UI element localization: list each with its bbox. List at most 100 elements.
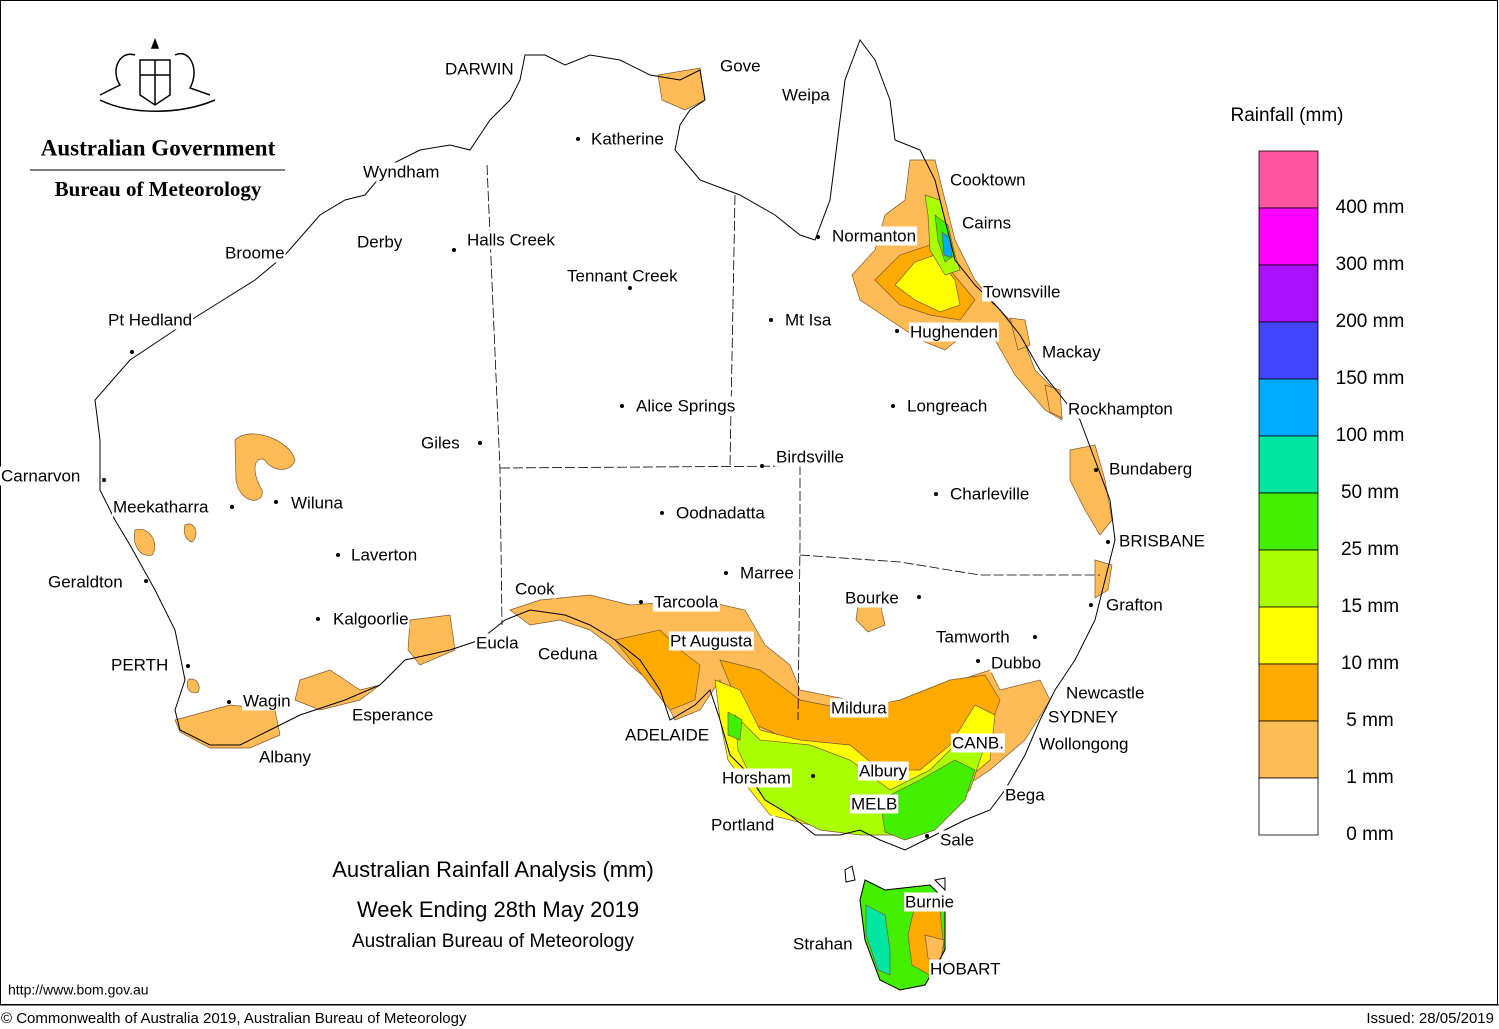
place-dot bbox=[976, 659, 980, 663]
place-label-bg bbox=[935, 627, 1011, 647]
place-label-bg bbox=[909, 322, 999, 342]
place-label: Birdsville bbox=[776, 447, 844, 466]
place-label-bg bbox=[792, 934, 854, 954]
place-label-bg bbox=[775, 447, 846, 467]
place-dot bbox=[227, 700, 231, 704]
legend-label: 100 mm bbox=[1336, 425, 1405, 446]
place-label-bg bbox=[466, 230, 557, 250]
place-label-bg bbox=[1038, 734, 1130, 754]
place-label: Tennant Creek bbox=[567, 266, 678, 285]
legend-swatch bbox=[1258, 378, 1319, 437]
place-label: Bundaberg bbox=[1109, 459, 1192, 478]
place-label-bg bbox=[850, 794, 899, 814]
legend-swatch bbox=[1258, 264, 1319, 323]
place-label: SYDNEY bbox=[1048, 707, 1118, 726]
place-label: Cook bbox=[515, 579, 555, 598]
place-label-bg bbox=[635, 396, 737, 416]
place-dot bbox=[478, 441, 482, 445]
place-dot bbox=[660, 511, 664, 515]
place-dot bbox=[1033, 635, 1037, 639]
place-dot bbox=[576, 137, 580, 141]
place-dot bbox=[144, 579, 148, 583]
place-label-bg bbox=[961, 213, 1013, 233]
place-label-bg bbox=[444, 59, 515, 79]
footer-copyright: © Commonwealth of Australia 2019, Austra… bbox=[1, 1010, 467, 1027]
place-label-bg bbox=[949, 170, 1027, 190]
map-subtitle: Week Ending 28th May 2019 bbox=[357, 897, 639, 922]
place-label: Horsham bbox=[722, 768, 791, 787]
place-label: Ceduna bbox=[538, 644, 598, 663]
place-label: Kalgoorlie bbox=[333, 609, 409, 628]
place-label: Strahan bbox=[793, 934, 853, 953]
legend-title: Rainfall (mm) bbox=[1231, 105, 1344, 126]
place-label-bg bbox=[107, 310, 194, 330]
place-label: Albury bbox=[859, 761, 908, 780]
legend-swatch bbox=[1258, 663, 1319, 722]
place-label: Mackay bbox=[1042, 342, 1101, 361]
place-label-bg bbox=[675, 503, 767, 523]
place-label: Katherine bbox=[591, 129, 664, 148]
place-label: Portland bbox=[711, 815, 774, 834]
place-label: Dubbo bbox=[991, 653, 1041, 672]
place-label: Bourke bbox=[845, 588, 899, 607]
place-label-bg bbox=[258, 747, 313, 767]
place-dot bbox=[1106, 540, 1110, 544]
place-dot bbox=[925, 834, 929, 838]
place-label: HOBART bbox=[930, 959, 1001, 978]
place-label: Meekatharra bbox=[113, 497, 209, 516]
place-label-bg bbox=[982, 282, 1062, 302]
place-dot bbox=[452, 248, 456, 252]
place-label: BRISBANE bbox=[1119, 531, 1205, 550]
place-label-bg bbox=[350, 545, 419, 565]
place-label: Burnie bbox=[905, 892, 954, 911]
legend-swatch bbox=[1258, 435, 1319, 494]
place-label: Esperance bbox=[352, 705, 433, 724]
frame bbox=[0, 0, 1498, 1005]
place-label-bg bbox=[224, 243, 286, 263]
legend-label: 15 mm bbox=[1341, 596, 1399, 617]
agency-name: Bureau of Meteorology bbox=[55, 177, 262, 201]
legend-swatch bbox=[1258, 549, 1319, 608]
legend-label: 400 mm bbox=[1336, 197, 1405, 218]
place-label: Sale bbox=[940, 830, 974, 849]
place-dot bbox=[620, 404, 624, 408]
place-label-bg bbox=[1041, 342, 1103, 362]
place-dot bbox=[130, 350, 134, 354]
place-dot bbox=[895, 329, 899, 333]
place-dot bbox=[336, 553, 340, 557]
legend-swatch bbox=[1258, 207, 1319, 266]
place-label-bg bbox=[929, 959, 1002, 979]
legend-swatch bbox=[1258, 777, 1319, 836]
place-label-bg bbox=[332, 609, 410, 629]
place-dot bbox=[934, 492, 938, 496]
place-dot bbox=[769, 318, 773, 322]
place-label-bg bbox=[906, 396, 989, 416]
place-label-bg bbox=[949, 484, 1031, 504]
place-label: Laverton bbox=[351, 545, 417, 564]
place-label: Gove bbox=[720, 56, 761, 75]
place-label-bg bbox=[739, 563, 795, 583]
place-dot bbox=[230, 505, 234, 509]
place-label: Bega bbox=[1005, 785, 1045, 804]
place-label-bg bbox=[1004, 785, 1047, 805]
place-label: PERTH bbox=[111, 655, 168, 674]
place-label: Wollongong bbox=[1039, 734, 1128, 753]
government-name: Australian Government bbox=[41, 135, 276, 160]
place-dot bbox=[816, 235, 820, 239]
state-borders bbox=[486, 164, 1100, 721]
place-label-bg bbox=[669, 631, 754, 651]
place-label: Albany bbox=[259, 747, 311, 766]
place-label-bg bbox=[831, 226, 918, 246]
place-dot bbox=[316, 617, 320, 621]
place-label: Longreach bbox=[907, 396, 987, 415]
place-label: Hughenden bbox=[910, 322, 998, 341]
place-label-bg bbox=[0, 466, 82, 486]
legend-swatch bbox=[1258, 606, 1319, 665]
place-label-bg bbox=[47, 572, 124, 592]
place-label-bg bbox=[514, 579, 557, 599]
place-label-bg bbox=[939, 830, 976, 850]
place-label-bg bbox=[858, 761, 909, 781]
place-dot bbox=[628, 286, 632, 290]
legend-label: 25 mm bbox=[1341, 539, 1399, 560]
